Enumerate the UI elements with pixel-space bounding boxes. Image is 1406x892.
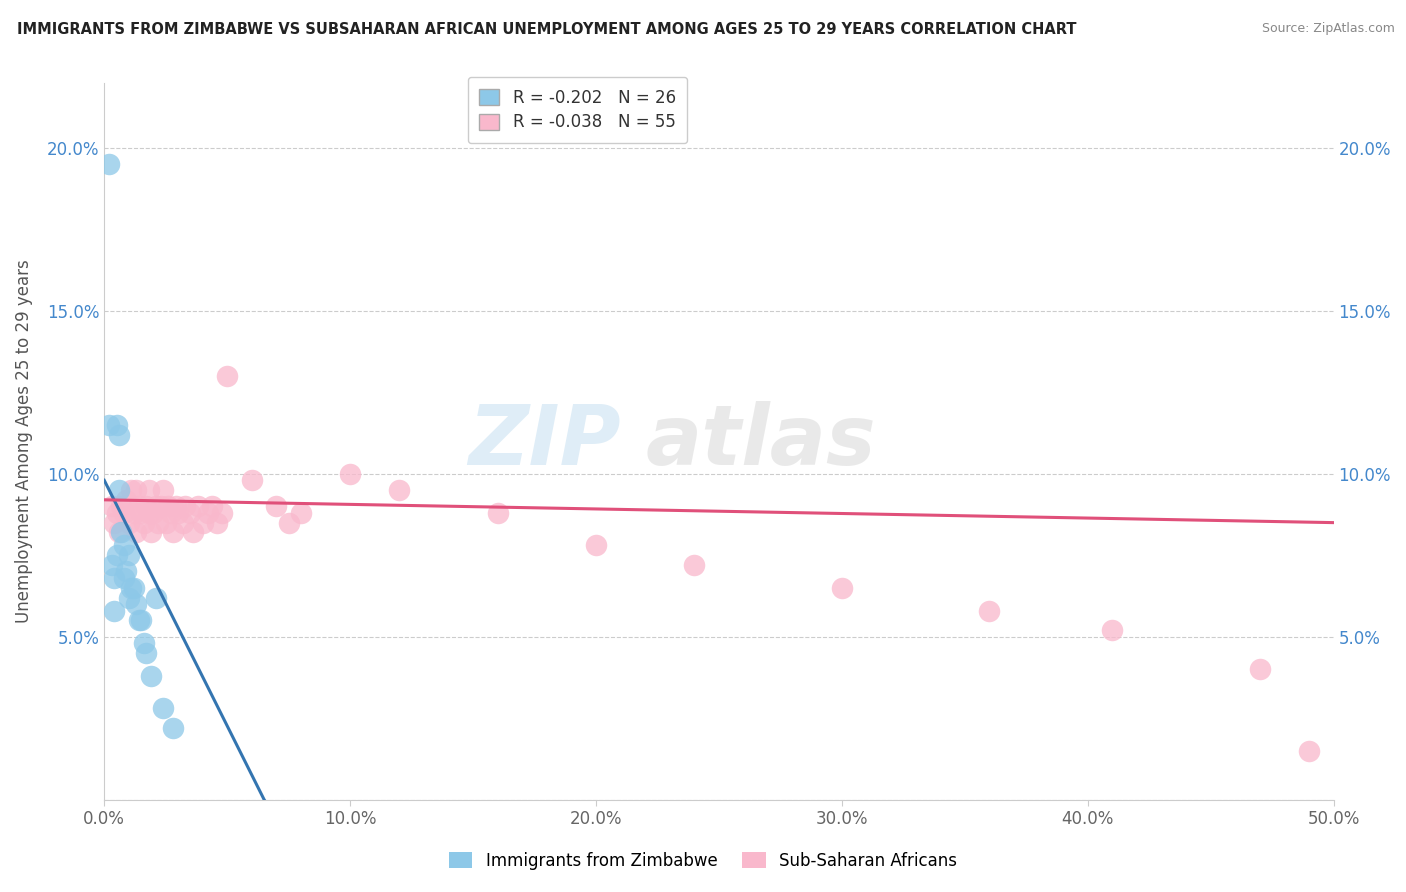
Point bbox=[112, 506, 135, 520]
Point bbox=[277, 516, 299, 530]
Point bbox=[139, 525, 162, 540]
Point bbox=[339, 467, 361, 481]
Point bbox=[157, 500, 180, 514]
Point bbox=[125, 597, 148, 611]
Point bbox=[149, 500, 172, 514]
Point bbox=[135, 500, 157, 514]
Point bbox=[207, 516, 229, 530]
Point bbox=[148, 516, 170, 530]
Point bbox=[103, 604, 125, 618]
Text: Source: ZipAtlas.com: Source: ZipAtlas.com bbox=[1261, 22, 1395, 36]
Point bbox=[165, 500, 187, 514]
Point bbox=[110, 525, 132, 540]
Point bbox=[122, 581, 145, 595]
Point bbox=[118, 548, 141, 562]
Point bbox=[105, 506, 128, 520]
Point bbox=[191, 516, 214, 530]
Point bbox=[112, 571, 135, 585]
Point bbox=[128, 613, 150, 627]
Point bbox=[112, 538, 135, 552]
Point bbox=[118, 591, 141, 605]
Text: IMMIGRANTS FROM ZIMBABWE VS SUBSAHARAN AFRICAN UNEMPLOYMENT AMONG AGES 25 TO 29 : IMMIGRANTS FROM ZIMBABWE VS SUBSAHARAN A… bbox=[17, 22, 1077, 37]
Point bbox=[122, 506, 145, 520]
Point bbox=[120, 581, 142, 595]
Point bbox=[128, 500, 150, 514]
Point bbox=[98, 417, 121, 432]
Point bbox=[152, 483, 174, 497]
Point bbox=[145, 591, 167, 605]
Point bbox=[181, 525, 204, 540]
Point bbox=[138, 506, 160, 520]
Point bbox=[585, 538, 607, 552]
Point bbox=[129, 613, 152, 627]
Point bbox=[152, 701, 174, 715]
Point bbox=[129, 506, 152, 520]
Point bbox=[105, 548, 128, 562]
Point bbox=[290, 506, 312, 520]
Point bbox=[240, 473, 263, 487]
Point bbox=[162, 525, 184, 540]
Point bbox=[1249, 662, 1271, 676]
Point bbox=[138, 483, 160, 497]
Point bbox=[125, 483, 148, 497]
Point bbox=[187, 500, 209, 514]
Point bbox=[211, 506, 233, 520]
Point bbox=[174, 500, 197, 514]
Point bbox=[159, 506, 181, 520]
Legend: Immigrants from Zimbabwe, Sub-Saharan Africans: Immigrants from Zimbabwe, Sub-Saharan Af… bbox=[443, 846, 963, 877]
Legend: R = -0.202   N = 26, R = -0.038   N = 55: R = -0.202 N = 26, R = -0.038 N = 55 bbox=[468, 77, 688, 143]
Point bbox=[179, 506, 201, 520]
Point bbox=[105, 417, 128, 432]
Text: ZIP: ZIP bbox=[468, 401, 620, 482]
Y-axis label: Unemployment Among Ages 25 to 29 years: Unemployment Among Ages 25 to 29 years bbox=[15, 260, 32, 623]
Point bbox=[108, 427, 131, 442]
Point bbox=[139, 669, 162, 683]
Point bbox=[110, 500, 132, 514]
Point bbox=[155, 516, 177, 530]
Point bbox=[100, 558, 122, 572]
Point bbox=[120, 483, 142, 497]
Point bbox=[100, 500, 122, 514]
Point bbox=[115, 565, 138, 579]
Point bbox=[132, 516, 155, 530]
Point bbox=[115, 492, 138, 507]
Point bbox=[172, 516, 194, 530]
Text: atlas: atlas bbox=[645, 401, 876, 482]
Point bbox=[197, 506, 219, 520]
Point bbox=[388, 483, 411, 497]
Point bbox=[979, 604, 1001, 618]
Point bbox=[201, 500, 224, 514]
Point bbox=[125, 525, 148, 540]
Point bbox=[217, 369, 239, 384]
Point bbox=[162, 721, 184, 735]
Point bbox=[108, 483, 131, 497]
Point bbox=[486, 506, 509, 520]
Point bbox=[118, 516, 141, 530]
Point bbox=[103, 516, 125, 530]
Point bbox=[132, 636, 155, 650]
Point bbox=[831, 581, 853, 595]
Point bbox=[683, 558, 706, 572]
Point bbox=[1101, 623, 1123, 637]
Point bbox=[135, 646, 157, 660]
Point bbox=[145, 500, 167, 514]
Point bbox=[108, 525, 131, 540]
Point bbox=[266, 500, 288, 514]
Point bbox=[1298, 744, 1320, 758]
Point bbox=[167, 506, 190, 520]
Point bbox=[98, 157, 121, 171]
Point bbox=[142, 506, 165, 520]
Point bbox=[103, 571, 125, 585]
